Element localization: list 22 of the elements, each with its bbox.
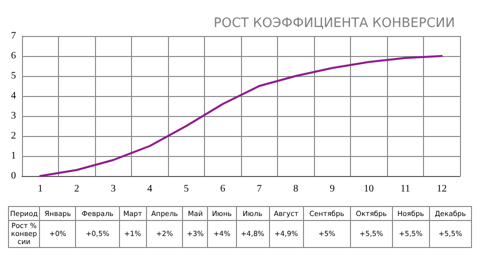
x-tick-label: 1 <box>38 184 43 194</box>
x-tick-label: 10 <box>364 184 374 194</box>
y-tick-label: 5 <box>11 70 16 82</box>
x-tick-label: 7 <box>256 184 262 194</box>
chart-title: РОСТ КОЭФФИЦИЕНТА КОНВЕРСИИ <box>214 16 456 31</box>
x-tick-label: 12 <box>436 184 447 194</box>
y-tick-label: 7 <box>11 30 16 42</box>
x-tick-label: 6 <box>220 184 226 194</box>
y-tick-label: 1 <box>11 150 16 162</box>
y-tick-label: 4 <box>11 90 16 102</box>
x-tick-label: 8 <box>293 184 298 194</box>
x-tick-label: 2 <box>74 184 80 194</box>
y-tick-label: 2 <box>11 130 16 142</box>
y-tick-label: 3 <box>11 110 16 122</box>
x-tick-label: 4 <box>147 184 152 194</box>
y-tick-label: 0 <box>11 170 16 182</box>
x-tick-label: 9 <box>330 184 335 194</box>
x-tick-label: 11 <box>400 184 410 194</box>
y-tick-label: 6 <box>11 50 16 62</box>
line-series <box>39 55 443 177</box>
x-tick-label: 3 <box>110 184 116 194</box>
x-tick-label: 5 <box>184 184 189 194</box>
